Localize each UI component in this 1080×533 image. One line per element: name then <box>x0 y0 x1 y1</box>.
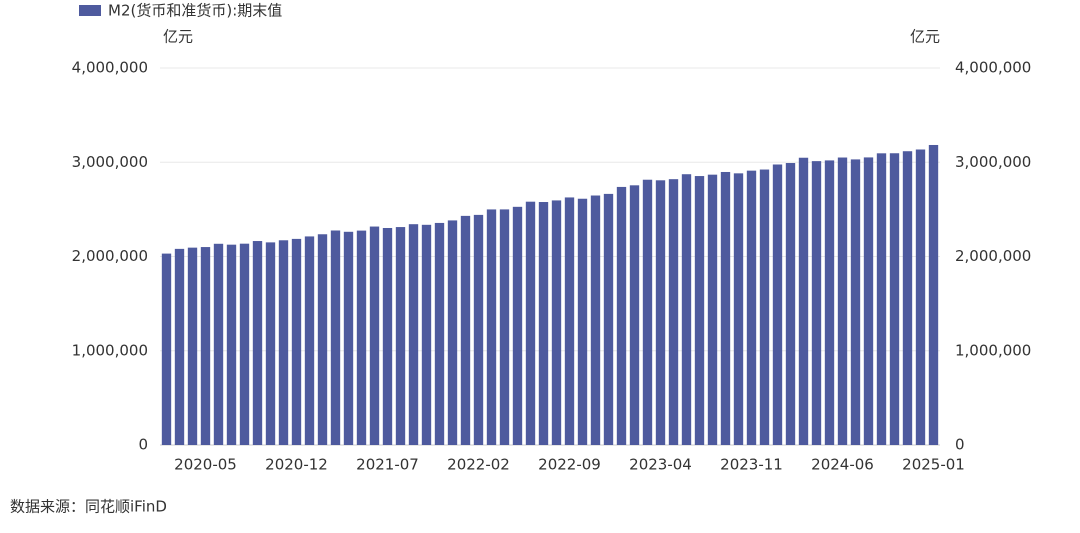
legend-swatch <box>79 5 101 16</box>
bar <box>200 247 211 445</box>
bar <box>837 157 848 445</box>
y-tick-label: 2,000,000 <box>72 247 148 265</box>
x-tick-label: 2024-06 <box>811 456 874 474</box>
bar <box>681 174 692 445</box>
bar <box>759 169 770 445</box>
bar <box>226 244 237 445</box>
y2-tick-label: 4,000,000 <box>955 59 1031 77</box>
y2-tick-label: 1,000,000 <box>955 341 1031 359</box>
bar <box>538 202 549 445</box>
bar <box>863 157 874 445</box>
bar <box>824 160 835 445</box>
bar <box>265 242 276 445</box>
bar <box>447 220 458 445</box>
y2-tick-label: 3,000,000 <box>955 153 1031 171</box>
bar <box>421 224 432 445</box>
bar <box>499 209 510 445</box>
bar <box>811 161 822 445</box>
bar <box>395 227 406 445</box>
bar <box>239 243 250 445</box>
bar <box>603 193 614 445</box>
x-tick-label: 2025-01 <box>902 456 965 474</box>
bar <box>616 186 627 445</box>
bar <box>733 173 744 445</box>
x-tick-label: 2020-05 <box>174 456 237 474</box>
bar <box>850 159 861 445</box>
bar <box>304 236 315 445</box>
y-unit: 亿元 <box>163 28 193 46</box>
bar <box>369 226 380 445</box>
bar <box>564 197 575 445</box>
bar <box>642 179 653 446</box>
x-tick-label: 2021-07 <box>356 456 419 474</box>
x-tick-label: 2022-09 <box>538 456 601 474</box>
bar <box>876 153 887 445</box>
bar <box>252 241 263 445</box>
bar <box>213 243 224 445</box>
bar <box>460 215 471 445</box>
bar <box>772 164 783 445</box>
x-tick-label: 2023-04 <box>629 456 692 474</box>
bar <box>356 230 367 445</box>
source: 数据来源：同花顺iFinD <box>10 498 167 516</box>
bar <box>655 180 666 445</box>
bar <box>187 247 198 445</box>
bar <box>928 144 939 445</box>
bar <box>174 248 185 445</box>
bar <box>473 214 484 445</box>
x-tick-label: 2022-02 <box>447 456 510 474</box>
bar <box>551 200 562 445</box>
bar <box>291 238 302 445</box>
y2-tick-label: 2,000,000 <box>955 247 1031 265</box>
bar <box>590 195 601 445</box>
bar <box>161 253 172 445</box>
bar <box>694 176 705 445</box>
x-tick-label: 2020-12 <box>265 456 328 474</box>
bar <box>525 201 536 445</box>
bar <box>915 149 926 445</box>
bar <box>746 170 757 445</box>
y2-unit: 亿元 <box>910 28 940 46</box>
bar <box>330 230 341 445</box>
bar <box>668 179 679 445</box>
bar <box>512 206 523 445</box>
bar <box>408 224 419 445</box>
bar <box>707 174 718 445</box>
bar <box>577 198 588 445</box>
bar <box>889 153 900 445</box>
legend-label: M2(货币和准货币):期末值 <box>108 2 282 20</box>
y-tick-label: 1,000,000 <box>72 341 148 359</box>
y-tick-label: 3,000,000 <box>72 153 148 171</box>
bar <box>382 227 393 445</box>
bar <box>434 222 445 445</box>
bar <box>629 185 640 445</box>
bar <box>486 209 497 445</box>
y2-tick-label: 0 <box>955 436 965 454</box>
x-tick-label: 2023-11 <box>720 456 783 474</box>
bar <box>343 231 354 445</box>
bar <box>317 234 328 445</box>
bar <box>278 240 289 445</box>
y-tick-label: 0 <box>138 436 148 454</box>
bar <box>785 163 796 445</box>
bar <box>720 171 731 445</box>
bar <box>902 151 913 445</box>
y-tick-label: 4,000,000 <box>72 59 148 77</box>
bar <box>798 157 809 446</box>
